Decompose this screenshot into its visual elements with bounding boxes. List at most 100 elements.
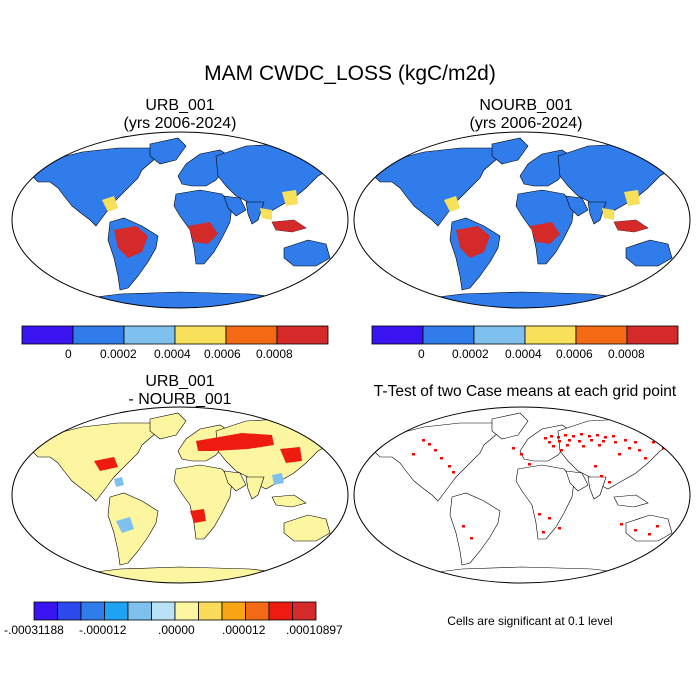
- cb-label: 0: [418, 347, 425, 361]
- panel-title-line1: T-Test of two Case means at each grid po…: [373, 383, 677, 400]
- land-australia: [625, 514, 673, 542]
- land-india: [245, 201, 265, 225]
- significant-cell: [440, 457, 443, 460]
- significant-cell: [582, 445, 585, 448]
- significant-cell: [604, 436, 607, 439]
- cb-label: 0.0004: [154, 347, 191, 361]
- significant-cell: [624, 439, 627, 442]
- positive-difference-region: [196, 433, 274, 451]
- land-se-asia-islands: [613, 494, 649, 508]
- land-arabia: [565, 470, 589, 492]
- map-urb: [11, 131, 349, 309]
- cb-label: -.00031188: [4, 623, 64, 637]
- panel-title-diff: URB_001 - NOURB_001: [30, 373, 330, 409]
- colorbar-swatch: [72, 325, 125, 345]
- colorbar-nourb: [371, 325, 679, 345]
- significance-note: Cells are significant at 0.1 level: [447, 614, 613, 628]
- land-greenland: [149, 412, 187, 440]
- high-loss-region: [114, 226, 148, 258]
- significant-cell: [566, 444, 569, 447]
- map-ttest-significance: [353, 406, 691, 584]
- positive-difference-region: [190, 509, 206, 523]
- colorbar-swatch: [225, 325, 278, 345]
- land-arabia: [565, 195, 589, 217]
- cb-label: 0.0002: [100, 347, 137, 361]
- colorbar-swatch: [198, 601, 223, 621]
- positive-difference-region: [94, 457, 118, 471]
- positive-difference-region: [280, 447, 302, 463]
- significant-cell: [634, 441, 637, 444]
- significant-cell: [572, 435, 575, 438]
- cb-label: 0: [65, 347, 72, 361]
- moderate-loss-region: [624, 190, 640, 206]
- moderate-loss-region: [282, 190, 298, 206]
- significant-cell: [614, 441, 617, 444]
- significant-cell: [634, 529, 637, 532]
- significant-cell: [638, 449, 641, 452]
- colorbar-swatch: [276, 325, 329, 345]
- land-greenland: [491, 137, 529, 165]
- high-loss-region: [188, 222, 218, 244]
- land-australia: [283, 239, 331, 267]
- cb-label: 0.0006: [204, 347, 241, 361]
- panel-title-line1: URB_001: [145, 97, 215, 114]
- colorbar-swatch: [626, 325, 679, 345]
- colorbar-swatch: [371, 325, 424, 345]
- colorbar-swatch: [473, 325, 526, 345]
- land-north-america: [369, 422, 499, 502]
- panel-title-line1: NOURB_001: [479, 97, 573, 114]
- significant-cell: [557, 436, 560, 439]
- map-urb-minus-nourb: [11, 406, 349, 584]
- significant-cell: [612, 435, 615, 438]
- colorbar-swatch: [80, 601, 105, 621]
- significant-cell: [548, 517, 551, 520]
- negative-difference-region: [272, 473, 284, 485]
- land-arabia: [223, 470, 247, 492]
- cb-label: -.000012: [79, 623, 127, 637]
- colorbar-swatch: [221, 601, 246, 621]
- cb-label: .00010897: [286, 623, 343, 637]
- panel-title-line2: (yrs 2006-2024): [469, 115, 583, 132]
- cb-label: 0.0002: [452, 347, 489, 361]
- significant-cell: [452, 471, 455, 474]
- significant-cell: [598, 444, 601, 447]
- high-loss-region: [456, 226, 490, 258]
- land-north-america: [27, 422, 157, 502]
- significant-cell: [644, 457, 647, 460]
- land-australia: [625, 239, 673, 267]
- significant-cell: [550, 435, 553, 438]
- moderate-loss-region: [260, 208, 272, 220]
- significant-cell: [648, 533, 651, 536]
- cb-label: .00000: [158, 623, 195, 637]
- significant-cell: [590, 439, 593, 442]
- land-se-asia-islands: [271, 494, 307, 508]
- significant-cell: [656, 525, 659, 528]
- significant-cell: [434, 449, 437, 452]
- significant-cell: [520, 453, 523, 456]
- significant-cell: [662, 447, 665, 450]
- panel-title-nourb: NOURB_001 (yrs 2006-2024): [376, 97, 676, 133]
- colorbar-swatch: [104, 601, 129, 621]
- colorbar-swatch: [245, 601, 270, 621]
- significant-cell: [564, 434, 567, 437]
- cb-label: 0.0006: [556, 347, 593, 361]
- significant-cell: [544, 437, 547, 440]
- figure-title: MAM CWDC_LOSS (kgC/m2d): [204, 62, 496, 85]
- land-south-america: [449, 492, 501, 566]
- significant-cell: [538, 513, 541, 516]
- significant-cell: [448, 465, 451, 468]
- colorbar-swatch: [151, 601, 176, 621]
- significant-cell: [588, 435, 591, 438]
- high-loss-region: [530, 222, 560, 244]
- significant-cell: [558, 440, 561, 443]
- significant-cell: [580, 433, 583, 436]
- map-border: [11, 406, 349, 584]
- significant-cell: [528, 463, 531, 466]
- significant-cell: [548, 441, 551, 444]
- significant-cell: [628, 447, 631, 450]
- colorbar-swatch: [422, 325, 475, 345]
- significant-cell: [602, 440, 605, 443]
- colorbar-swatch: [575, 325, 628, 345]
- significant-cell: [594, 465, 597, 468]
- significant-cell: [620, 523, 623, 526]
